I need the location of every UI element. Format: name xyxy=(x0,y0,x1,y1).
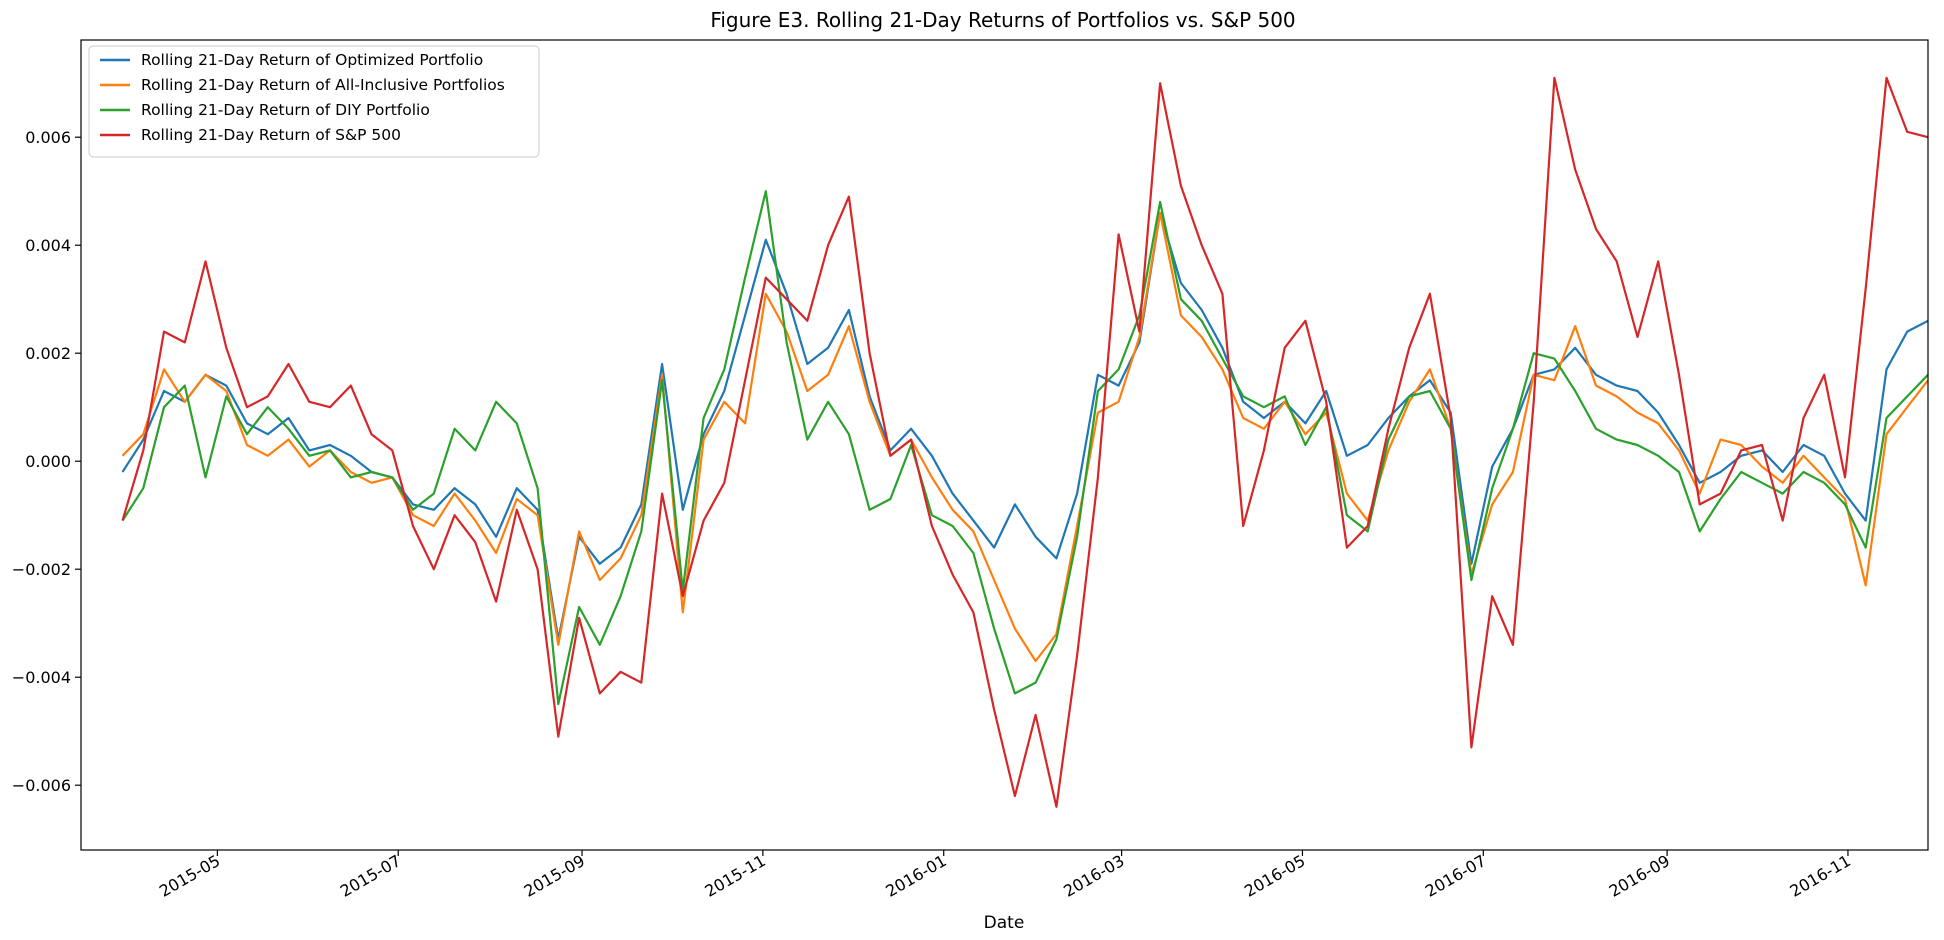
x-tick-label-10: 2016-11 xyxy=(1787,851,1854,901)
series-line-4 xyxy=(121,76,1929,808)
y-tick-label-7: −0.006 xyxy=(12,776,71,795)
x-tick-label-2: 2015-07 xyxy=(337,851,404,901)
y-tick-label-5: −0.002 xyxy=(12,560,71,579)
y-tick-label-2: 0.004 xyxy=(25,236,71,255)
x-tick-label-1: 2015-05 xyxy=(156,851,223,901)
y-axis: 0.006 0.004 0.002 0.000 −0.002 −0.004 −0.006 xyxy=(12,128,81,795)
legend-label-3: Rolling 21-Day Return of DIY Portfolio xyxy=(141,101,430,119)
x-tick-label-8: 2016-07 xyxy=(1422,851,1489,901)
x-axis-label: Date xyxy=(984,913,1025,933)
legend-label-4: Rolling 21-Day Return of S&P 500 xyxy=(141,126,401,144)
legend-box xyxy=(88,45,540,158)
plot-frame xyxy=(80,39,1929,851)
x-axis: 2015-05 2015-07 2015-09 2015-11 2016-01 2016-… xyxy=(156,850,1854,901)
x-tick-label-6: 2016-03 xyxy=(1060,851,1127,901)
series-layer xyxy=(121,76,1929,808)
x-tick-label-3: 2015-09 xyxy=(521,851,588,901)
y-tick-label-1: 0.006 xyxy=(25,128,71,147)
x-tick-label-5: 2016-01 xyxy=(882,851,949,901)
series-line-2 xyxy=(121,211,1929,663)
x-tick-label-9: 2016-09 xyxy=(1606,851,1673,901)
legend-label-2: Rolling 21-Day Return of All-Inclusive P… xyxy=(141,76,505,94)
chart-title: Figure E3. Rolling 21-Day Returns of Por… xyxy=(710,8,1295,32)
legend-label-1: Rolling 21-Day Return of Optimized Portf… xyxy=(141,51,483,69)
x-tick-label-7: 2016-05 xyxy=(1241,851,1308,901)
y-tick-label-4: 0.000 xyxy=(25,452,71,471)
legend: Rolling 21-Day Return of Optimized Portf… xyxy=(88,45,540,158)
series-line-1 xyxy=(121,211,1929,641)
series-line-3 xyxy=(121,190,1929,706)
y-tick-label-3: 0.002 xyxy=(25,344,71,363)
x-tick-label-4: 2015-11 xyxy=(701,851,768,901)
y-tick-label-6: −0.004 xyxy=(12,668,71,687)
